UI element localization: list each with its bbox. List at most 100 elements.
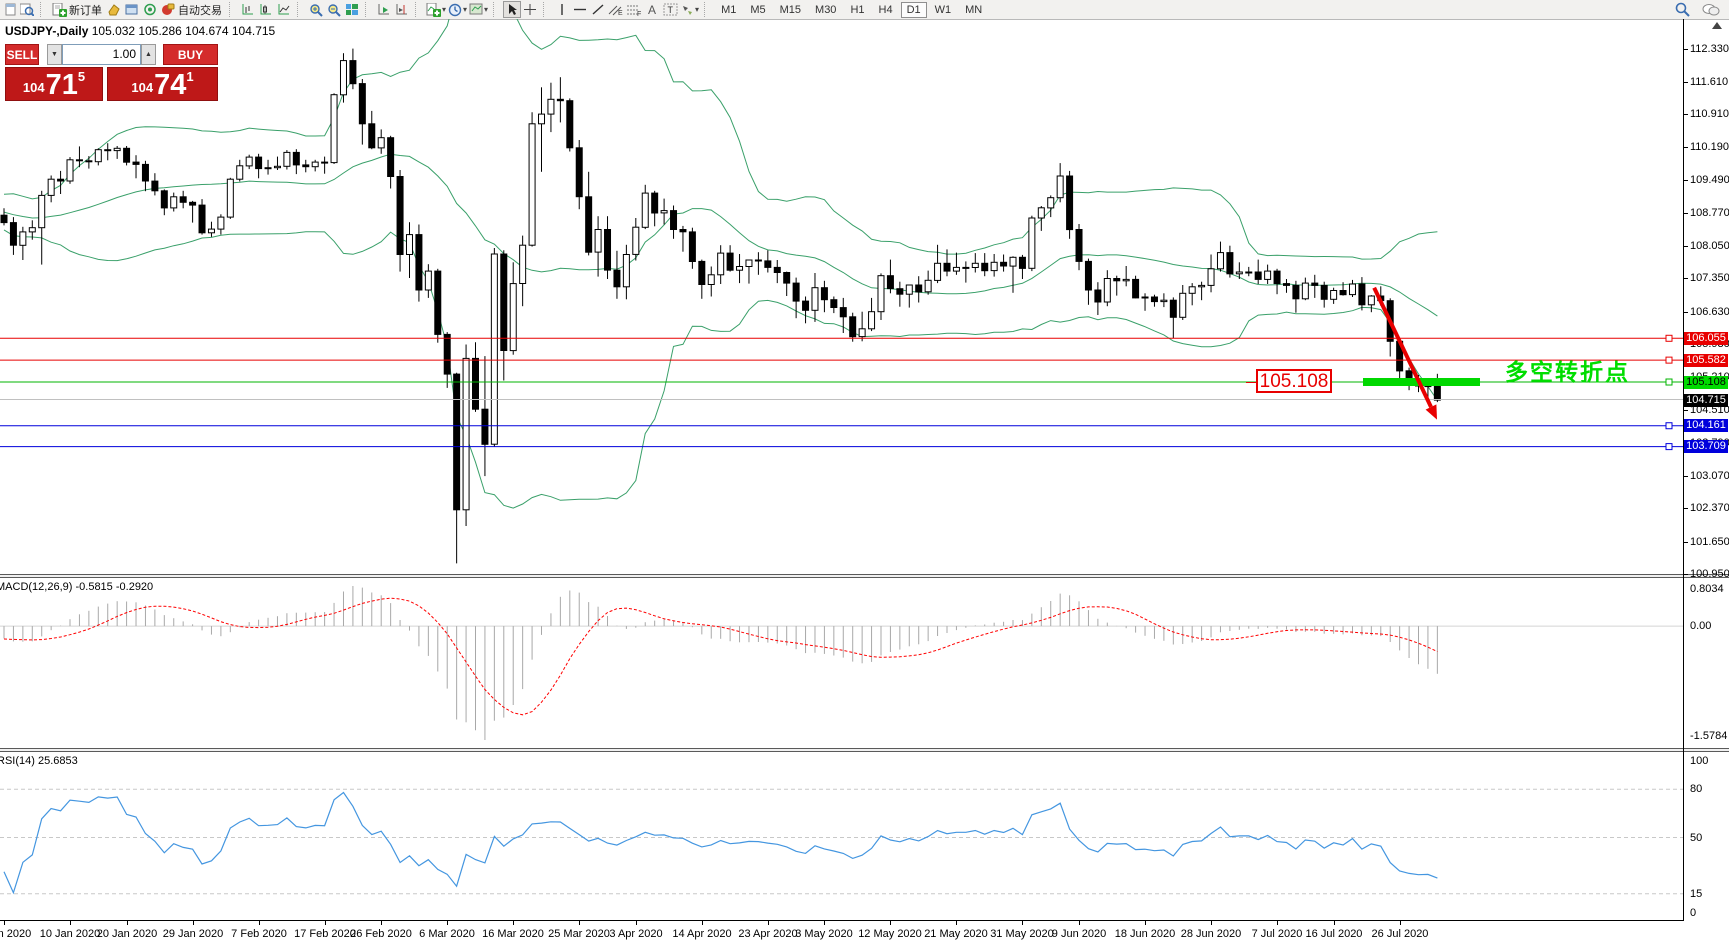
panel-splitter[interactable] [0,574,1729,578]
svg-text:F: F [637,11,641,16]
label-tool-icon[interactable]: T [661,1,679,18]
timeframe-button-MN[interactable]: MN [965,3,983,16]
new-order-icon[interactable] [50,1,68,18]
timeframe-button-M1[interactable]: M1 [721,3,737,16]
timeframe-button-D1[interactable]: D1 [900,1,927,18]
rsi-value: 25.6853 [37,755,78,767]
arrows-tool-icon[interactable]: ▾ [679,1,700,18]
candle-body [754,259,762,262]
horizontal-line-tool-icon[interactable] [571,1,589,18]
chart-window-icon[interactable] [0,1,18,18]
price-axis-label: 109.490 [1690,174,1729,186]
candle-body [670,210,678,231]
price-chart-area[interactable] [0,0,1683,574]
candle-chart-type-icon[interactable] [257,1,275,18]
new-order-label[interactable]: 新订单 [69,4,102,17]
candle-body [1320,284,1328,300]
candle-body [1330,290,1338,300]
candle-body [1018,256,1026,269]
date-axis-tick [824,921,825,925]
vertical-line-tool-icon[interactable] [553,1,571,18]
price-axis[interactable]: 112.330 111.610 110.910 110.190 109.490 108.7… [1684,19,1729,921]
bar-chart-type-icon[interactable] [239,1,257,18]
price-axis-label: 106.630 [1690,306,1729,318]
periods-icon[interactable]: ▾ [447,1,468,18]
rsi-scale-label: 50 [1690,831,1703,844]
market-watch-icon[interactable] [105,1,123,18]
price-tag-105.108: 105.108 [1684,376,1728,389]
turning-point-text[interactable]: 多空转折点 [1505,359,1630,385]
candle-body [255,156,263,170]
timeframe-button-W1[interactable]: W1 [934,3,952,16]
hline-handle[interactable] [1665,356,1673,364]
crosshair-icon[interactable] [521,1,539,18]
volume-increment-button[interactable]: ▲ [141,44,156,65]
toolbar-separator [415,2,422,17]
candle-body [123,147,131,163]
templates-icon[interactable]: ▾ [468,1,489,18]
fibonacci-tool-icon[interactable]: F [625,1,643,18]
hline-handle[interactable] [1665,422,1673,430]
panel-splitter[interactable] [0,748,1729,752]
hline-handle[interactable] [1665,334,1673,342]
timeframe-button-M5[interactable]: M5 [750,3,766,16]
search-icon[interactable] [1673,1,1691,18]
candle-body [1009,256,1017,267]
sell-price-main: 71 [45,69,78,101]
macd-name: MACD(12,26,9) [0,581,73,593]
rsi-label: RSI(14) 25.6853 [0,755,78,767]
trendline-tool-icon[interactable] [589,1,607,18]
tick-chart-icon[interactable] [18,1,36,18]
volume-decrement-button[interactable]: ▼ [47,44,62,65]
channel-tool-icon[interactable]: E [607,1,625,18]
candle-body [217,216,225,230]
text-tool-icon[interactable]: A [648,2,657,17]
candle-body [1150,296,1158,303]
rsi-name: RSI(14) [0,755,35,767]
indicators-icon[interactable]: ▾ [425,1,447,18]
rsi-panel[interactable] [0,752,1683,921]
support-price-label[interactable]: 105.108 [1256,369,1332,393]
cursor-icon[interactable] [503,1,522,18]
volume-input[interactable]: 1.00 [62,44,141,65]
candle-body [849,316,857,338]
auto-trading-icon[interactable] [159,1,177,18]
chart-shift-icon[interactable] [393,1,411,18]
tile-windows-icon[interactable] [343,1,361,18]
candle-body [1358,283,1366,306]
auto-scroll-icon[interactable] [375,1,393,18]
candle-body [1301,282,1309,300]
candle-body [528,123,536,246]
price-axis-dash [1684,213,1688,214]
line-chart-type-icon[interactable] [275,1,293,18]
price-axis-dash [1684,312,1688,313]
timeframe-button-M15[interactable]: M15 [779,3,802,16]
timeframe-button-H1[interactable]: H1 [850,3,865,16]
buy-button[interactable]: BUY [163,44,218,65]
hline-handle[interactable] [1665,443,1673,451]
timeframe-button-H4[interactable]: H4 [878,3,893,16]
support-highlight-bar[interactable] [1363,378,1480,386]
zoom-out-icon[interactable] [325,1,343,18]
navigator-icon[interactable] [141,1,159,18]
auto-trading-label[interactable]: 自动交易 [178,4,222,17]
date-axis-label: 12 May 2020 [858,928,922,940]
buy-price-display[interactable]: 104 74 1 [107,67,218,101]
macd-panel[interactable] [0,578,1683,748]
candle-body [688,231,696,262]
candle-body [387,137,395,177]
chat-icon[interactable] [1701,1,1721,18]
bollinger-lower-band [3,229,1438,509]
data-window-icon[interactable] [123,1,141,18]
timeframe-button-M30[interactable]: M30 [815,3,837,16]
sell-price-display[interactable]: 104 71 5 [5,67,103,101]
sell-button[interactable]: SELL [5,44,39,65]
candle-body [1047,197,1055,209]
hline-handle[interactable] [1665,378,1673,386]
candle-body [481,408,489,445]
candle-body [538,113,546,125]
trend-arrow[interactable] [1372,286,1433,408]
zoom-in-icon[interactable] [307,1,325,18]
date-axis-tick [890,921,891,925]
